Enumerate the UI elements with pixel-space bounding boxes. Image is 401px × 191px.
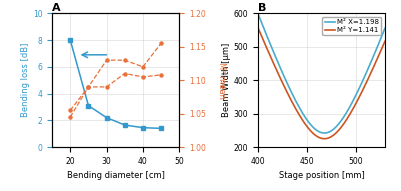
M² X=1.198 — [306, 121, 311, 123]
M² X=1.198 — [348, 104, 353, 107]
M² Y=1.141 — [348, 113, 352, 115]
Text: B: B — [258, 3, 266, 13]
M² Y=1.141 — [255, 27, 260, 29]
Line: M² Y=1.141: M² Y=1.141 — [258, 28, 385, 139]
Text: A: A — [52, 3, 61, 13]
Line: M² X=1.198: M² X=1.198 — [258, 14, 385, 133]
M² Y=1.141 — [348, 112, 353, 114]
X-axis label: Stage position [mm]: Stage position [mm] — [279, 171, 365, 180]
M² X=1.198 — [297, 106, 302, 109]
M² Y=1.141 — [297, 114, 302, 116]
X-axis label: Bending diameter [cm]: Bending diameter [cm] — [67, 171, 164, 180]
M² X=1.198 — [383, 27, 387, 29]
Y-axis label: Beam Width [μm]: Beam Width [μm] — [222, 43, 231, 117]
M² X=1.198 — [271, 50, 275, 52]
M² X=1.198 — [322, 132, 327, 134]
M² Y=1.141 — [322, 138, 327, 140]
M² Y=1.141 — [383, 40, 387, 42]
M² Y=1.141 — [336, 130, 340, 132]
M² Y=1.141 — [271, 62, 275, 64]
Legend: M² X=1.198, M² Y=1.141: M² X=1.198, M² Y=1.141 — [322, 17, 381, 36]
M² X=1.198 — [255, 12, 260, 15]
M² X=1.198 — [336, 123, 340, 126]
M² Y=1.141 — [306, 127, 311, 129]
M² X=1.198 — [348, 105, 352, 108]
Y-axis label: M² mean: M² mean — [217, 62, 226, 99]
Y-axis label: Bending loss [dB]: Bending loss [dB] — [21, 43, 30, 117]
